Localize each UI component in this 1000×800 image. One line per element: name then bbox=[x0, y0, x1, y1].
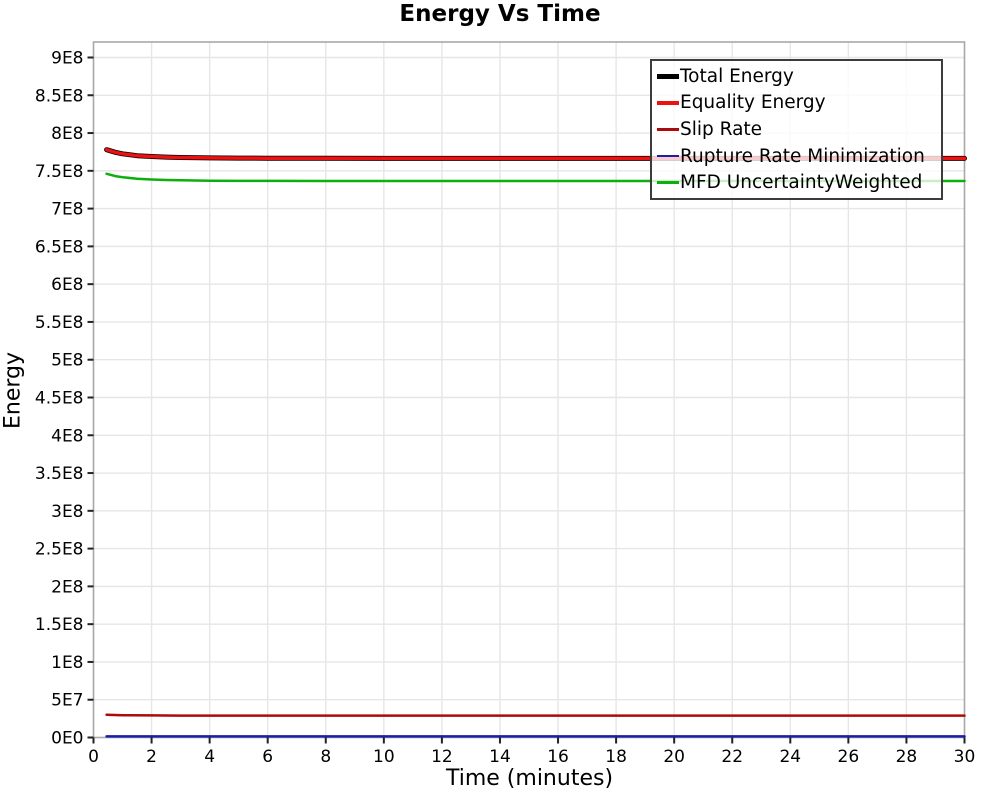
x-tick-label: 22 bbox=[721, 747, 743, 767]
x-tick-label: 30 bbox=[954, 747, 976, 767]
x-tick-label: 12 bbox=[431, 747, 453, 767]
series-line-4 bbox=[105, 172, 966, 183]
y-tick-label: 0E0 bbox=[51, 729, 83, 749]
x-tick-label: 2 bbox=[146, 747, 157, 767]
x-tick-label: 10 bbox=[373, 747, 395, 767]
legend-label: Total Energy bbox=[680, 65, 794, 87]
legend-swatch bbox=[657, 128, 679, 131]
series-line-1 bbox=[104, 147, 967, 161]
legend-item: Slip Rate bbox=[657, 119, 941, 140]
x-tick-label: 26 bbox=[838, 747, 860, 767]
y-tick-label: 5E8 bbox=[51, 351, 83, 371]
legend-label: Slip Rate bbox=[680, 118, 763, 140]
legend-item: Total Energy bbox=[657, 66, 941, 87]
legend-swatch bbox=[657, 181, 679, 184]
legend-swatch bbox=[657, 101, 679, 105]
legend-label: MFD UncertaintyWeighted bbox=[680, 172, 923, 194]
x-tick-label: 16 bbox=[547, 747, 569, 767]
y-tick-label: 1.5E8 bbox=[35, 615, 84, 635]
y-tick-label: 2.5E8 bbox=[35, 540, 84, 560]
chart-title: Energy Vs Time bbox=[399, 1, 601, 27]
y-tick-label: 1E8 bbox=[51, 653, 83, 673]
legend-item: Rupture Rate Minimization bbox=[657, 146, 941, 167]
series-line-2 bbox=[105, 713, 966, 717]
x-tick-label: 28 bbox=[896, 747, 918, 767]
legend-label: Rupture Rate Minimization bbox=[680, 145, 925, 167]
x-tick-label: 20 bbox=[663, 747, 685, 767]
y-tick-label: 4E8 bbox=[51, 426, 83, 446]
y-tick-label: 6E8 bbox=[51, 275, 83, 295]
x-tick-label: 4 bbox=[204, 747, 215, 767]
legend: Total Energy Equality Energy Slip Rate Rupt… bbox=[650, 59, 943, 200]
legend-swatch bbox=[657, 73, 679, 79]
x-axis-title: Time (minutes) bbox=[445, 766, 614, 791]
y-tick-label: 8.5E8 bbox=[35, 86, 84, 106]
y-tick-label: 8E8 bbox=[51, 124, 83, 144]
x-tick-label: 24 bbox=[779, 747, 801, 767]
x-tick-label: 8 bbox=[320, 747, 331, 767]
y-tick-label: 7E8 bbox=[51, 200, 83, 220]
y-tick-label: 5E7 bbox=[51, 691, 83, 711]
y-tick-label: 3.5E8 bbox=[35, 464, 84, 484]
legend-item: MFD UncertaintyWeighted bbox=[657, 172, 941, 193]
y-tick-label: 7.5E8 bbox=[35, 162, 84, 182]
y-tick-label: 4.5E8 bbox=[35, 388, 84, 408]
y-tick-label: 3E8 bbox=[51, 502, 83, 522]
legend-label: Equality Energy bbox=[680, 92, 826, 114]
legend-swatch bbox=[657, 154, 679, 158]
legend-item: Equality Energy bbox=[657, 92, 941, 113]
y-axis-title: Energy bbox=[0, 351, 26, 430]
x-tick-label: 18 bbox=[605, 747, 627, 767]
y-tick-label: 5.5E8 bbox=[35, 313, 84, 333]
y-tick-label: 6.5E8 bbox=[35, 237, 84, 257]
y-tick-label: 9E8 bbox=[51, 48, 83, 68]
x-tick-label: 0 bbox=[88, 747, 99, 767]
x-tick-label: 14 bbox=[489, 747, 511, 767]
y-tick-label: 2E8 bbox=[51, 577, 83, 597]
x-tick-label: 6 bbox=[262, 747, 273, 767]
